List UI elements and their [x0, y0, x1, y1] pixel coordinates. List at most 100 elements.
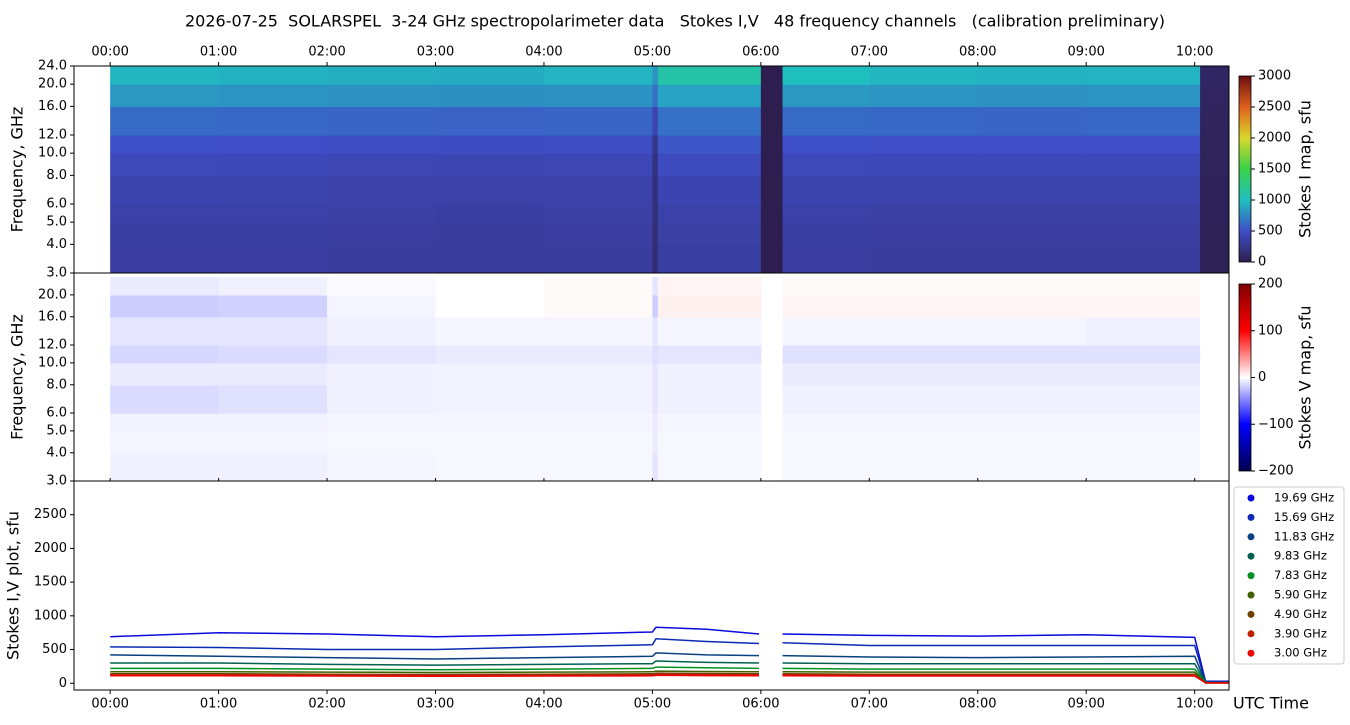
- y-tick-label: 2500: [34, 507, 67, 522]
- x-tick-label: 02:00: [308, 45, 345, 60]
- heat-cell: [327, 362, 437, 386]
- colorbar-tick-label: 0: [1258, 370, 1266, 385]
- legend: 19.69 GHz 15.69 GHz 11.83 GHz 9.83 GHz 7.83 …: [1233, 486, 1345, 665]
- heat-cell: [435, 362, 545, 386]
- heat-cell: [760, 135, 784, 154]
- heat-cell: [1086, 84, 1201, 107]
- heat-cell: [327, 66, 437, 85]
- heat-cell: [760, 106, 784, 136]
- legend-label: 4.90 GHz: [1274, 607, 1327, 621]
- heat-cell: [782, 362, 870, 386]
- heat-cell: [652, 316, 659, 346]
- heat-cell: [657, 430, 762, 454]
- heat-cell: [977, 222, 1087, 245]
- legend-marker: [1247, 591, 1255, 599]
- legend-box: [1233, 486, 1345, 665]
- heat-cell: [977, 204, 1087, 223]
- heat-cell: [1086, 106, 1201, 136]
- heat-cell: [543, 452, 654, 481]
- heat-cell: [327, 84, 437, 107]
- colorbar-tick-label: 200: [1258, 277, 1283, 292]
- heat-cell: [760, 204, 784, 223]
- heat-cell: [657, 362, 762, 386]
- heat-cell: [977, 294, 1087, 318]
- heat-cell: [869, 294, 979, 318]
- y-tick-label: 500: [42, 642, 67, 657]
- heat-cell: [435, 413, 545, 432]
- y-tick-label: 5.0: [46, 423, 67, 438]
- heat-cell: [1200, 362, 1229, 386]
- heat-cell: [218, 362, 328, 386]
- heat-cell: [1200, 175, 1229, 205]
- heat-cell: [977, 345, 1087, 364]
- colorbar-tick-label: 1500: [1258, 162, 1291, 177]
- legend-marker: [1247, 494, 1255, 502]
- heat-cell: [782, 244, 870, 273]
- heat-cell: [543, 135, 654, 154]
- heat-cell: [218, 452, 328, 481]
- heat-cell: [1086, 362, 1201, 386]
- x-tick-label: 00:00: [91, 45, 128, 60]
- legend-label: 11.83 GHz: [1274, 529, 1334, 543]
- chart-title: 2026-07-25 SOLARSPEL 3-24 GHz spectropol…: [185, 12, 1165, 31]
- y-tick-label: 6.0: [46, 406, 67, 421]
- heat-cell: [869, 277, 979, 296]
- heat-cell: [869, 452, 979, 481]
- heat-cell: [543, 84, 654, 107]
- heat-cell: [1086, 345, 1201, 364]
- heat-cell: [977, 135, 1087, 154]
- heat-cell: [327, 384, 437, 414]
- heat-cell: [327, 106, 437, 136]
- heat-cell: [652, 106, 659, 136]
- heat-cell: [435, 294, 545, 318]
- heat-cell: [110, 204, 220, 223]
- heat-cell: [435, 244, 545, 273]
- heat-cell: [218, 244, 328, 273]
- heat-cell: [218, 153, 328, 176]
- heat-cell: [110, 430, 220, 454]
- heat-cell: [657, 294, 762, 318]
- heat-cell: [1086, 222, 1201, 245]
- heat-cell: [1200, 84, 1229, 107]
- x-tick-label: 09:00: [1067, 697, 1104, 712]
- y-tick-label: 20.0: [38, 77, 67, 92]
- y-tick-label: 24.0: [38, 59, 67, 74]
- y-tick-label: 4.0: [46, 237, 67, 252]
- heat-cell: [782, 316, 870, 346]
- heat-cell: [977, 316, 1087, 346]
- y-tick-label: 12.0: [38, 128, 67, 143]
- heat-cell: [977, 175, 1087, 205]
- legend-marker: [1247, 533, 1255, 541]
- heat-cell: [657, 153, 762, 176]
- heat-cell: [869, 153, 979, 176]
- heat-cell: [869, 222, 979, 245]
- heat-cell: [760, 153, 784, 176]
- heat-cell: [110, 384, 220, 414]
- heat-cell: [782, 294, 870, 318]
- heat-cell: [977, 277, 1087, 296]
- heat-cell: [110, 84, 220, 107]
- heat-cell: [327, 222, 437, 245]
- heat-cell: [218, 345, 328, 364]
- heat-cell: [1086, 244, 1201, 273]
- y-tick-label: 2000: [34, 541, 67, 556]
- heat-cell: [652, 175, 659, 205]
- heat-cell: [760, 84, 784, 107]
- heat-cell: [1200, 413, 1229, 432]
- heat-cell: [1200, 345, 1229, 364]
- heat-cell: [782, 106, 870, 136]
- heat-cell: [657, 384, 762, 414]
- heat-cell: [652, 413, 659, 432]
- colorbar-label: Stokes I map, sfu: [1296, 100, 1315, 238]
- heat-cell: [760, 222, 784, 245]
- heat-cell: [543, 362, 654, 386]
- heat-cell: [218, 204, 328, 223]
- heat-cell: [1200, 316, 1229, 346]
- heat-cell: [977, 452, 1087, 481]
- x-axis-label: UTC Time: [1233, 694, 1309, 713]
- heat-cell: [782, 175, 870, 205]
- x-tick-label: 04:00: [525, 697, 562, 712]
- heat-cell: [110, 222, 220, 245]
- heat-cell: [869, 84, 979, 107]
- y-tick-label: 0: [59, 676, 67, 691]
